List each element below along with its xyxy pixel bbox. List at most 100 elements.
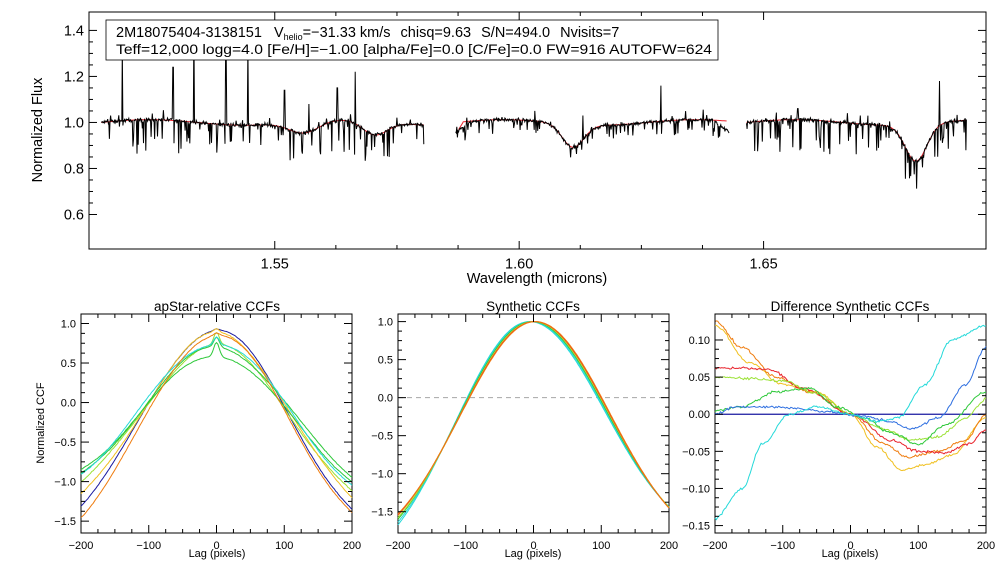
spectrum-x-tick-label: 1.55 <box>261 257 289 273</box>
synthetic-ccf-y-tick-label: 1.0 <box>378 317 393 329</box>
apstar-ccf-line-visit-4 <box>80 336 353 478</box>
vhelio-value: =−31.33 km/s <box>303 25 391 41</box>
difference-ccf-x-tick-label: −100 <box>770 540 795 552</box>
synthetic-ccf-x-tick-label: 200 <box>660 540 678 552</box>
synthetic-ccf-y-tick-label: −0.5 <box>371 431 393 443</box>
difference-ccf-x-tick-label: −200 <box>703 540 728 552</box>
vhelio-label: V <box>274 25 284 41</box>
apstar-ccf-x-tick-label: 100 <box>275 540 293 552</box>
apstar-ccf-line-visit-1 <box>80 328 353 510</box>
synthetic-ccf-line-visit-1 <box>397 321 670 526</box>
synthetic-ccf-title: Synthetic CCFs <box>486 299 580 314</box>
nvisits-value: Nvisits=7 <box>560 25 619 41</box>
apstar-ccf-line-visit-7 <box>80 332 353 518</box>
apstar-ccf-x-tick-label: −100 <box>136 540 161 552</box>
difference-ccf-line-diff-3 <box>714 366 986 455</box>
spectrum-panel: 1.55 1.60 1.65 0.6 0.8 1.0 1.2 1.4 2M18075404-3… <box>30 11 987 287</box>
difference-ccf-line-diff-2 <box>714 320 987 459</box>
synthetic-ccf-y-tick-label: 0.5 <box>378 355 393 367</box>
chisq-value: chisq=9.63 <box>401 25 472 41</box>
synthetic-ccf-x-tick-label: 100 <box>592 540 610 552</box>
apstar-ccf-y-tick-label: −1.0 <box>54 477 76 489</box>
apstar-ccf-line-visit-6 <box>80 336 353 486</box>
apstar-ccf-y-tick-label: −1.5 <box>54 516 76 528</box>
difference-ccf-axis-ticks: −200 −100 0 100 200 −0.15 −0.10 −0.05 0.00 0.05 0.… <box>682 314 995 552</box>
snr-value: S/N=494.0 <box>481 25 550 41</box>
difference-ccf-y-tick-label: −0.10 <box>682 483 710 495</box>
spectrum-model-chip-1 <box>101 119 424 136</box>
synthetic-ccf-x-tick-label: 0 <box>530 540 536 552</box>
star-id: 2M18075404-3138151 <box>116 25 262 41</box>
spectrum-x-axis-label: Wavelength (microns) <box>467 271 607 287</box>
apstar-ccf-frame <box>80 313 353 534</box>
apstar-ccf-line-visit-5 <box>80 341 353 483</box>
difference-ccf-panel: Difference Synthetic CCFs −200 −100 0 100 20… <box>682 299 995 560</box>
spectrum-y-tick-label: 1.2 <box>64 70 84 86</box>
difference-ccf-line-diff-5 <box>714 386 987 446</box>
apstar-ccf-axis-ticks: −200 −100 0 100 200 −1.5 −1.0 −0.5 0.0 0.5 1.0 <box>54 314 361 552</box>
apstar-ccf-y-tick-label: −0.5 <box>54 437 76 449</box>
difference-ccf-y-tick-label: −0.05 <box>682 446 710 458</box>
difference-ccf-x-axis-label: Lag (pixels) <box>822 548 879 560</box>
apstar-ccf-x-tick-label: −200 <box>69 540 94 552</box>
synthetic-ccf-line-visit-2 <box>397 321 670 523</box>
synthetic-ccf-axis-ticks: −200 −100 0 100 200 −1.5 −1.0 −0.5 0.0 0.5 1.0 <box>371 314 678 552</box>
spectrum-y-tick-label: 1.0 <box>64 116 84 132</box>
difference-ccf-y-tick-label: −0.15 <box>682 521 710 533</box>
apstar-ccf-y-tick-label: 0.0 <box>61 398 76 410</box>
difference-ccf-y-tick-label: 0.05 <box>689 372 710 384</box>
info-line-2: Teff=12,000 logg=4.0 [Fe/H]=−1.00 [alpha… <box>116 41 712 57</box>
difference-ccf-line-diff-7 <box>714 324 987 521</box>
apstar-ccf-y-tick-label: 0.5 <box>61 358 76 370</box>
apstar-ccf-x-tick-label: 200 <box>343 540 361 552</box>
difference-ccf-y-tick-label: 0.00 <box>689 409 710 421</box>
synthetic-ccf-series-group <box>397 321 670 526</box>
info-box: 2M18075404-3138151 Vhelio=−31.33 km/s ch… <box>105 19 719 61</box>
difference-ccf-y-tick-label: 0.10 <box>689 335 710 347</box>
synthetic-ccf-frame <box>397 313 670 534</box>
apstar-ccf-title: apStar-relative CCFs <box>154 299 280 314</box>
synthetic-ccf-x-axis-label: Lag (pixels) <box>505 548 562 560</box>
spectrum-plot-frame <box>88 11 987 250</box>
spectrum-axis-ticks: 1.55 1.60 1.65 0.6 0.8 1.0 1.2 1.4 <box>64 12 986 273</box>
apstar-ccf-series-group <box>80 328 353 518</box>
spectrum-x-tick-label: 1.65 <box>749 257 777 273</box>
info-line-1: 2M18075404-3138151 Vhelio=−31.33 km/s ch… <box>116 25 619 42</box>
spectrum-data-series <box>100 25 967 189</box>
difference-ccf-title: Difference Synthetic CCFs <box>771 299 930 314</box>
difference-ccf-line-diff-4 <box>714 376 987 441</box>
apstar-ccf-y-tick-label: 1.0 <box>61 318 76 330</box>
spectrum-y-axis-label: Normalized Flux <box>30 77 46 182</box>
difference-ccf-x-tick-label: 0 <box>847 540 853 552</box>
spectrum-y-tick-label: 0.6 <box>64 208 84 224</box>
spectrum-data-chip-2 <box>455 85 730 158</box>
synthetic-ccf-line-visit-3 <box>397 321 670 520</box>
apstar-ccf-x-tick-label: 0 <box>213 540 219 552</box>
apstar-ccf-y-axis-label: Normalized CCF <box>35 382 47 464</box>
synthetic-ccf-y-tick-label: −1.5 <box>371 507 393 519</box>
synthetic-ccf-y-tick-label: −1.0 <box>371 469 393 481</box>
synthetic-ccf-line-visit-6 <box>397 321 670 516</box>
apstar-ccf-x-axis-label: Lag (pixels) <box>189 548 246 560</box>
spectrum-y-tick-label: 1.4 <box>64 24 84 40</box>
difference-ccf-series-group <box>714 320 987 521</box>
vhelio-subscript: helio <box>284 32 303 42</box>
synthetic-ccf-x-tick-label: −200 <box>386 540 411 552</box>
spectrum-data-chip-3 <box>746 80 967 189</box>
synthetic-ccf-y-tick-label: 0.0 <box>378 393 393 405</box>
synthetic-ccf-line-visit-5 <box>397 321 670 516</box>
spectrum-data-chip-1 <box>100 25 425 161</box>
info-box-frame <box>105 19 719 61</box>
synthetic-ccf-line-visit-7 <box>397 321 670 515</box>
spectrum-y-tick-label: 0.8 <box>64 162 84 178</box>
difference-ccf-x-tick-label: 100 <box>909 540 927 552</box>
difference-ccf-x-tick-label: 200 <box>977 540 995 552</box>
spectrum-x-tick-label: 1.60 <box>505 257 533 273</box>
synthetic-ccf-line-visit-4 <box>397 321 670 519</box>
apstar-ccf-line-visit-2 <box>80 331 353 492</box>
apstar-ccf-line-visit-3 <box>80 328 353 498</box>
synthetic-ccf-x-tick-label: −100 <box>453 540 478 552</box>
synthetic-ccf-panel: Synthetic CCFs −200 −100 0 100 200 −1.5 −1.0 −0… <box>371 299 678 560</box>
apstar-ccf-panel: apStar-relative CCFs −200 −100 0 100 200 −1.5… <box>35 299 361 560</box>
